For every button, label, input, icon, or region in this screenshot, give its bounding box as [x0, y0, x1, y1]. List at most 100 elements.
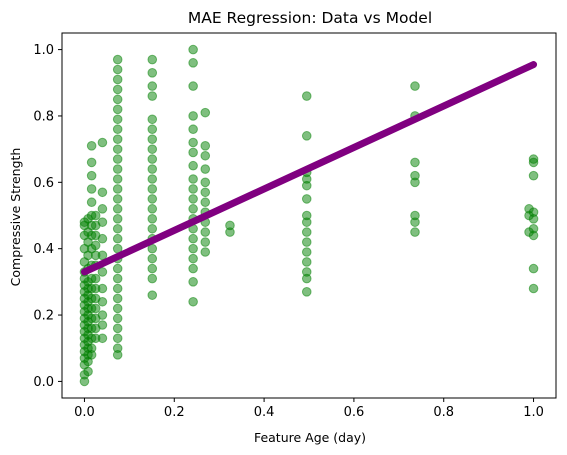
y-tick-label: 0.8: [33, 109, 54, 124]
data-point: [112, 273, 123, 284]
data-point: [147, 124, 158, 135]
data-point: [97, 137, 108, 148]
data-point: [188, 147, 198, 158]
data-point: [97, 204, 108, 214]
data-point: [112, 263, 123, 274]
data-point: [86, 170, 97, 181]
data-point: [112, 303, 123, 314]
data-point: [200, 227, 211, 237]
data-point: [188, 111, 198, 121]
data-point: [200, 177, 211, 188]
data-point: [301, 257, 312, 267]
y-tick-label: 0.4: [33, 242, 54, 257]
data-point: [147, 114, 158, 125]
chart-title: MAE Regression: Data vs Model: [188, 9, 432, 27]
data-point: [188, 81, 198, 91]
data-point: [528, 283, 539, 294]
data-point: [112, 184, 123, 194]
data-point: [147, 91, 158, 101]
data-point: [112, 194, 123, 204]
data-point: [147, 144, 158, 154]
data-point: [97, 187, 108, 198]
data-point: [147, 263, 158, 274]
data-point: [147, 164, 158, 174]
data-point: [90, 240, 101, 251]
data-point: [200, 107, 211, 118]
data-point: [112, 104, 123, 115]
data-point: [90, 210, 101, 221]
data-point: [188, 137, 198, 148]
x-tick-label: 0.2: [164, 405, 185, 420]
data-point: [97, 333, 108, 344]
data-point: [188, 160, 198, 171]
data-point: [528, 223, 539, 234]
data-point: [410, 227, 420, 237]
data-point: [147, 174, 158, 184]
data-point: [188, 263, 198, 274]
data-point: [147, 54, 158, 65]
data-point: [147, 223, 158, 234]
data-point: [112, 154, 123, 164]
y-axis-ticks: 0.0 0.2 0.4 0.6 0.8 1.0: [33, 43, 62, 390]
data-point: [528, 207, 539, 217]
data-point: [90, 273, 101, 284]
data-point: [112, 134, 123, 144]
data-point: [97, 310, 108, 320]
data-point: [410, 170, 420, 181]
data-point: [86, 141, 97, 151]
data-point: [112, 54, 123, 65]
data-point: [301, 237, 312, 247]
data-point: [528, 154, 539, 164]
data-point: [97, 233, 108, 244]
data-point: [200, 150, 211, 161]
data-point: [97, 267, 108, 277]
x-tick-label: 0.8: [433, 405, 454, 420]
data-point: [528, 263, 539, 274]
data-point: [410, 81, 420, 91]
data-point: [86, 184, 97, 194]
data-point: [86, 343, 97, 354]
y-tick-label: 0.2: [33, 309, 54, 324]
data-point: [200, 164, 211, 174]
data-point: [97, 283, 108, 294]
data-point: [147, 134, 158, 144]
data-point: [188, 184, 198, 194]
data-point: [112, 114, 123, 125]
data-point: [301, 227, 312, 237]
data-point: [301, 194, 312, 204]
data-point: [112, 164, 123, 174]
x-axis-ticks: 0.0 0.2 0.4 0.6 0.8 1.0: [74, 398, 544, 420]
data-point: [200, 247, 211, 257]
data-point: [188, 233, 198, 244]
y-tick-label: 0.0: [33, 375, 54, 390]
data-point: [97, 296, 108, 307]
data-point: [301, 91, 312, 101]
data-point: [112, 144, 123, 154]
data-point: [188, 277, 198, 287]
data-point: [97, 320, 108, 330]
data-point: [188, 204, 198, 214]
data-point: [147, 214, 158, 224]
x-tick-label: 0.4: [254, 405, 275, 420]
data-point: [225, 220, 235, 231]
data-point: [188, 124, 198, 135]
data-point: [147, 81, 158, 91]
data-point: [112, 323, 123, 334]
data-point: [83, 366, 93, 377]
data-point: [147, 290, 158, 300]
data-point: [112, 293, 123, 304]
data-point: [301, 131, 312, 141]
data-point: [112, 214, 123, 224]
data-point: [112, 124, 123, 135]
data-point: [147, 184, 158, 194]
y-axis-label: Compressive Strength: [8, 148, 23, 287]
data-point: [147, 154, 158, 164]
data-point: [112, 233, 123, 244]
data-point: [112, 283, 123, 294]
data-point: [86, 157, 97, 168]
y-tick-label: 0.6: [33, 176, 54, 191]
data-point: [188, 174, 198, 184]
data-point: [147, 273, 158, 284]
data-point: [97, 250, 108, 261]
